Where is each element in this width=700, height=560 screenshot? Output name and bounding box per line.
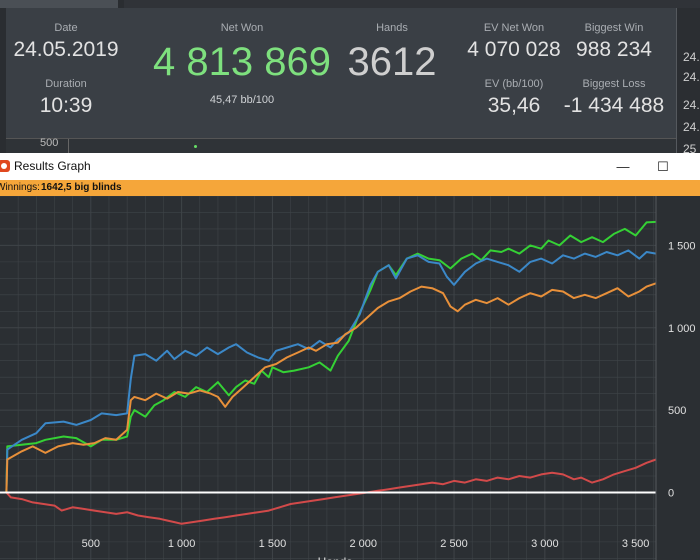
ev-bb-label: EV (bb/100): [484, 78, 544, 90]
left-edge: [0, 8, 6, 153]
window-title: Results Graph: [14, 159, 91, 173]
date-label: Date: [54, 22, 78, 34]
chart-axes: 0 500 1 000 1 500 500 1 000 1 500 2 000 2 500 3 0…: [82, 196, 696, 560]
series-line-red: [0, 458, 657, 525]
winnings-bar: Winnings: 1642,5 big blinds: [0, 180, 700, 196]
mini-axis-label: 500: [40, 137, 59, 149]
mini-axis-line: [68, 139, 69, 154]
series-line-blue: [0, 249, 657, 494]
net-won-bb: 45,47 bb/100: [209, 94, 275, 106]
title-bar: Results Graph — ☐: [0, 153, 700, 180]
mini-graph: 500: [6, 137, 676, 154]
net-won-label: Net Won: [220, 22, 264, 34]
biggest-loss-value: -1 434 488: [563, 94, 665, 117]
duration-label: Duration: [45, 78, 87, 90]
ev-net-won-label: EV Net Won: [483, 22, 545, 34]
x-tick-label: 500: [82, 538, 100, 550]
side-value: 24.: [683, 98, 700, 112]
results-chart: 0 500 1 000 1 500 500 1 000 1 500 2 000 2 500 3 0…: [0, 196, 700, 560]
x-tick-label: 3 000: [531, 538, 559, 550]
biggest-win-value: 988 234: [576, 38, 652, 61]
side-value: 24.: [683, 50, 700, 64]
chart-grid: [0, 196, 656, 560]
ev-net-won-value: 4 070 028: [467, 38, 561, 61]
y-tick-label: 0: [668, 487, 674, 499]
maximize-button[interactable]: ☐: [657, 159, 669, 174]
biggest-loss-label: Biggest Loss: [582, 78, 646, 90]
series-line-orange: [0, 282, 657, 494]
x-tick-label: 3 500: [622, 538, 650, 550]
chart-series: [0, 220, 657, 525]
x-tick-label: 2 500: [440, 538, 468, 550]
minimize-button[interactable]: —: [616, 159, 630, 174]
y-tick-label: 1 500: [668, 240, 696, 252]
y-tick-label: 500: [668, 405, 686, 417]
y-tick-label: 1 000: [668, 323, 696, 335]
hands-value: 3612: [347, 40, 437, 84]
x-tick-label: 1 500: [259, 538, 287, 550]
top-strip: [0, 0, 700, 8]
net-won-value: 4 813 869: [153, 40, 331, 84]
tab-area: [124, 0, 700, 8]
app-icon: [0, 160, 10, 172]
results-graph-window: Results Graph — ☐ Winnings: 1642,5 big b…: [0, 153, 700, 560]
x-tick-label: 1 000: [168, 538, 196, 550]
hands-label: Hands: [376, 22, 408, 34]
duration-value: 10:39: [39, 94, 93, 117]
biggest-win-label: Biggest Win: [584, 22, 644, 34]
side-value: 24.: [683, 70, 700, 84]
chart-background: [0, 196, 700, 560]
stats-panel: Date 24.05.2019 Duration 10:39 Net Won 4…: [0, 0, 700, 156]
tab[interactable]: [0, 0, 118, 8]
ev-bb-value: 35,46: [487, 94, 541, 117]
x-axis-label: Hands: [318, 555, 353, 560]
side-value: 25: [683, 142, 697, 156]
side-panel: 24. 24. 24. 24. 25: [676, 8, 700, 156]
date-value: 24.05.2019: [13, 38, 119, 61]
winnings-value: 1642,5 big blinds: [41, 182, 122, 193]
x-tick-label: 2 000: [349, 538, 377, 550]
winnings-key: Winnings:: [0, 182, 40, 193]
series-line-green: [0, 220, 657, 494]
mini-graph-point: [194, 145, 197, 148]
side-value: 24.: [683, 120, 700, 134]
